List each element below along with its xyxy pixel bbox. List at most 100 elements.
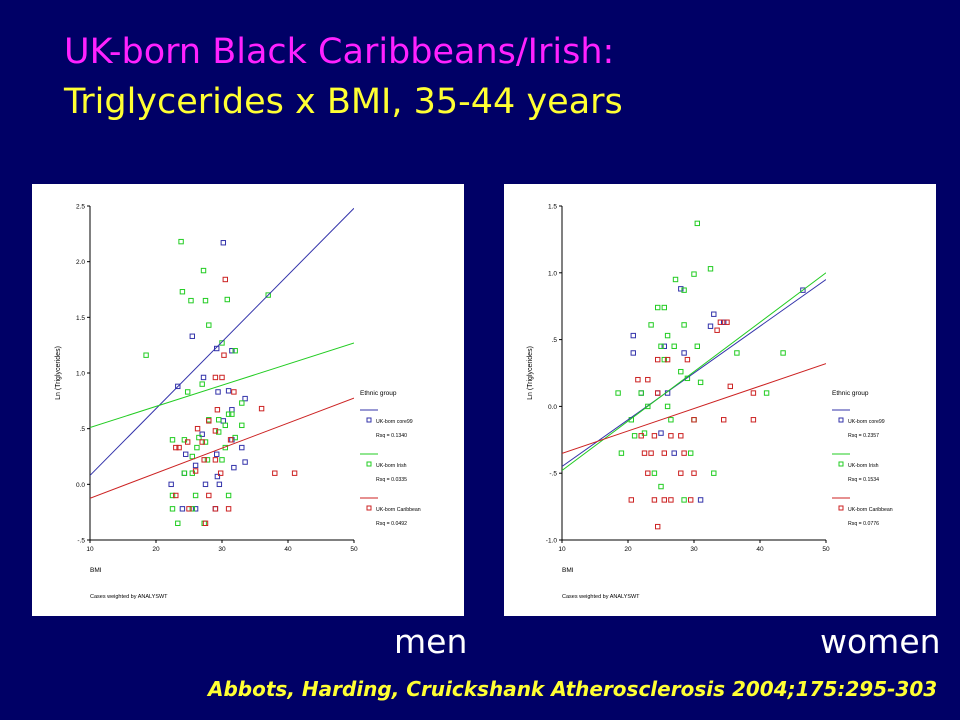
y-tick-label: -.5 — [77, 538, 85, 545]
data-point — [661, 356, 668, 363]
y-tick-label: 1.0 — [548, 270, 557, 277]
data-point — [194, 425, 201, 432]
data-point — [630, 332, 636, 339]
data-point — [664, 332, 671, 339]
data-point — [717, 319, 724, 325]
data-point — [638, 433, 644, 439]
y-tick-label: 1.5 — [548, 204, 557, 211]
data-point — [681, 450, 687, 456]
x-tick-label: 30 — [218, 546, 226, 553]
data-point — [173, 492, 179, 499]
data-point — [225, 411, 232, 417]
data-point — [691, 271, 697, 277]
data-point — [229, 411, 235, 417]
data-point — [658, 430, 664, 436]
data-point — [688, 497, 694, 503]
data-point — [212, 506, 219, 512]
data-point — [192, 462, 199, 469]
data-point — [216, 417, 222, 423]
data-point — [678, 368, 684, 375]
data-point — [661, 497, 668, 503]
data-point — [220, 240, 227, 246]
data-point — [658, 343, 664, 349]
y-axis-title: Ln (Triglycerides) — [55, 346, 62, 400]
data-point — [668, 497, 674, 503]
data-point — [194, 444, 200, 451]
data-point — [691, 417, 697, 423]
data-point — [661, 304, 668, 311]
caption-men: men — [394, 622, 468, 661]
men-scatter-chart: -.5 0.0 .5 1.0 1.5 2.0 2.5 10 20 30 40 50 BMI Ln (Tri… — [55, 204, 421, 601]
x-axis-title: BMI — [90, 567, 102, 574]
y-tick-label: -1.0 — [546, 538, 558, 545]
data-point — [202, 481, 209, 488]
legend-marker — [838, 505, 844, 511]
legend-rsq-label: Rsq = 0.0335 — [376, 477, 407, 483]
data-point — [638, 390, 644, 396]
data-point — [635, 376, 641, 383]
data-point — [724, 319, 730, 325]
data-point — [169, 492, 176, 499]
data-point — [691, 470, 697, 476]
data-point — [216, 481, 223, 488]
data-point — [232, 348, 238, 354]
data-point — [628, 497, 634, 503]
data-point — [181, 470, 188, 476]
data-point — [212, 457, 219, 463]
data-point — [224, 296, 230, 303]
data-point — [721, 417, 727, 423]
fit-line — [562, 272, 826, 471]
title-line-2: Triglycerides x BMI, 35-44 years — [64, 82, 623, 122]
data-point — [711, 470, 717, 476]
legend-series-label: UK-born core99 — [376, 419, 413, 425]
chart-footnote: Cases weighted by ANALYSWT — [90, 594, 168, 600]
data-point — [615, 390, 621, 396]
data-point — [227, 437, 234, 443]
data-point — [734, 350, 740, 356]
data-point — [630, 350, 636, 356]
data-point — [199, 381, 205, 387]
data-point — [648, 322, 654, 328]
y-tick-label: 2.0 — [76, 259, 85, 266]
fit-line — [90, 342, 354, 429]
data-point — [265, 292, 271, 298]
x-axis-title: BMI — [562, 567, 574, 574]
data-point — [727, 383, 734, 390]
data-point — [239, 444, 245, 451]
x-tick-label: 30 — [690, 546, 698, 553]
data-point — [214, 345, 220, 352]
data-point — [655, 390, 661, 396]
data-point — [179, 289, 186, 295]
data-point — [221, 352, 227, 358]
data-point — [239, 400, 245, 406]
data-point — [219, 457, 225, 463]
data-point — [661, 450, 668, 456]
legend-series-label: UK-born Caribbean — [376, 507, 421, 513]
y-tick-label: .5 — [80, 426, 86, 433]
data-point — [684, 356, 691, 363]
data-point — [631, 433, 638, 439]
data-point — [231, 464, 237, 471]
data-point — [638, 390, 644, 396]
data-point — [694, 220, 701, 227]
data-point — [664, 403, 671, 410]
title-line-1: UK-born Black Caribbeans/Irish: — [64, 32, 615, 72]
legend-marker — [838, 461, 844, 467]
data-point — [242, 395, 248, 402]
data-point — [217, 470, 224, 476]
data-point — [681, 322, 687, 328]
data-point — [189, 333, 196, 339]
data-point — [691, 417, 697, 423]
y-tick-label: -.5 — [549, 471, 557, 478]
legend-series-label: UK-born core99 — [848, 419, 885, 425]
data-point — [196, 434, 202, 441]
data-point — [202, 520, 209, 527]
data-point — [222, 422, 229, 429]
data-point — [714, 327, 720, 333]
y-tick-label: 1.5 — [76, 315, 85, 322]
data-point — [202, 297, 209, 304]
data-point — [678, 433, 684, 439]
data-point — [184, 389, 191, 395]
data-point — [143, 352, 149, 358]
fit-line — [562, 279, 826, 467]
